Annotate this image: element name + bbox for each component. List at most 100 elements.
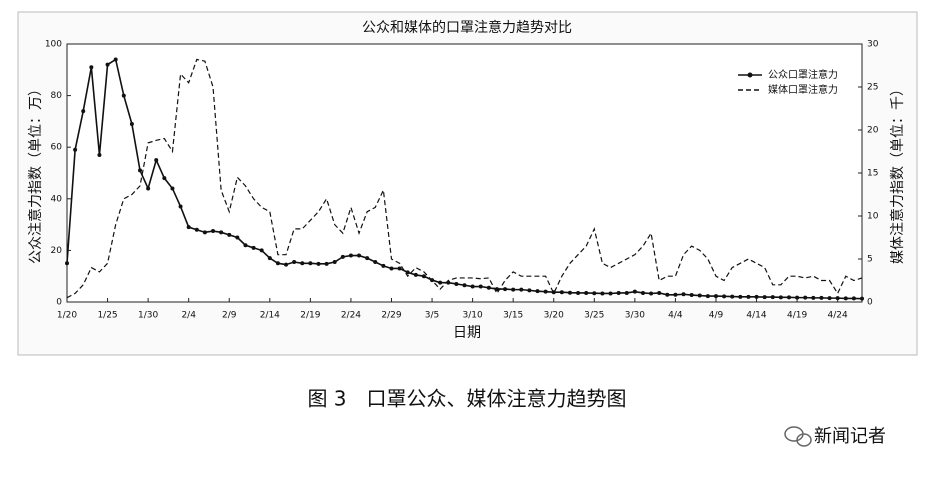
series-point: [478, 284, 483, 289]
x-tick-label: 3/10: [463, 311, 483, 321]
series-point: [340, 254, 345, 259]
x-tick-label: 2/29: [381, 311, 401, 321]
series-point: [365, 256, 370, 261]
x-tick-label: 2/9: [222, 311, 237, 321]
series-point: [803, 295, 808, 300]
series-point: [259, 248, 264, 253]
x-tick-label: 4/24: [828, 311, 848, 321]
series-point: [373, 260, 378, 265]
y2-tick-label: 0: [867, 298, 873, 308]
x-tick-label: 4/4: [668, 311, 683, 321]
series-point: [778, 295, 783, 300]
series-point: [284, 262, 289, 267]
series-point: [332, 260, 337, 265]
x-tick-label: 2/4: [181, 311, 196, 321]
y-tick-label: 0: [56, 298, 62, 308]
series-point: [640, 290, 645, 295]
series-point: [397, 266, 402, 271]
y-tick-label: 60: [51, 143, 63, 153]
x-tick-label: 1/20: [57, 311, 77, 321]
series-point: [316, 261, 321, 266]
series-point: [632, 289, 637, 294]
series-point: [462, 283, 467, 288]
x-tick-label: 4/19: [787, 311, 807, 321]
x-tick-label: 1/30: [138, 311, 158, 321]
series-point: [381, 263, 386, 268]
x-tick-label: 4/9: [709, 311, 724, 321]
series-point: [527, 288, 532, 293]
series-point: [754, 294, 759, 299]
series-line: [66, 58, 863, 299]
watermark-icon: [784, 426, 812, 447]
series-point: [851, 296, 856, 301]
y2-tick-label: 10: [867, 212, 879, 222]
series-point: [267, 256, 272, 261]
series-point: [584, 290, 589, 295]
series-point: [543, 289, 548, 294]
x-tick-label: 3/30: [625, 311, 645, 321]
chart-title: 公众和媒体的口罩注意力趋势对比: [362, 19, 572, 36]
x-tick-label: 4/14: [746, 311, 766, 321]
legend-label: 媒体口罩注意力: [768, 83, 838, 96]
series-point: [211, 229, 216, 234]
series-point: [300, 261, 305, 266]
series-point: [219, 230, 224, 235]
series-point: [616, 290, 621, 295]
series-point: [348, 253, 353, 258]
x-tick-label: 2/24: [341, 311, 361, 321]
series-point: [681, 292, 686, 297]
series-point: [121, 93, 126, 98]
series-point: [421, 274, 426, 279]
series-point: [308, 261, 313, 266]
series-point: [138, 168, 143, 173]
series-point: [275, 261, 280, 266]
series-point: [843, 296, 848, 301]
series-point: [592, 291, 597, 296]
y2-tick-label: 20: [867, 126, 879, 136]
caption: 图 3 口罩公众、媒体注意力趋势图: [307, 387, 626, 411]
series-point: [227, 232, 232, 237]
x-tick-label: 2/19: [300, 311, 320, 321]
series-point: [194, 227, 199, 232]
series-point: [795, 295, 800, 300]
x-tick-label: 3/15: [503, 311, 523, 321]
x-tick-label: 3/25: [584, 311, 604, 321]
series-point: [770, 295, 775, 300]
series-point: [811, 295, 816, 300]
series-point: [697, 293, 702, 298]
series-point: [860, 296, 864, 301]
series-point: [251, 245, 256, 250]
series-point: [665, 292, 670, 297]
y-tick-label: 100: [45, 40, 62, 50]
series-point: [600, 291, 605, 296]
y-tick-label: 40: [51, 194, 63, 204]
y2-tick-label: 25: [867, 83, 878, 93]
series-point: [324, 261, 329, 266]
series-point: [235, 235, 240, 240]
series-point: [170, 186, 175, 191]
series-point: [357, 253, 362, 258]
series-point: [202, 230, 207, 235]
y2-axis-label: 媒体注意力指数（单位：千）: [889, 82, 906, 264]
series-point: [624, 290, 629, 295]
series-point: [535, 289, 540, 294]
x-tick-label: 3/5: [425, 311, 439, 321]
series-point: [657, 290, 662, 295]
series-point: [454, 281, 459, 286]
series-point: [786, 295, 791, 300]
y-tick-label: 80: [51, 91, 63, 101]
series-point: [97, 152, 102, 157]
series-point: [819, 295, 824, 300]
series-point: [486, 285, 491, 290]
series-point: [405, 270, 410, 275]
series-point: [81, 109, 86, 114]
legend-label: 公众口罩注意力: [768, 68, 838, 81]
series-point: [113, 57, 118, 62]
x-tick-label: 1/25: [97, 311, 117, 321]
series-point: [746, 294, 751, 299]
series-point: [567, 290, 572, 295]
x-tick-label: 2/14: [260, 311, 280, 321]
series-point: [689, 293, 694, 298]
series-point: [705, 294, 710, 299]
